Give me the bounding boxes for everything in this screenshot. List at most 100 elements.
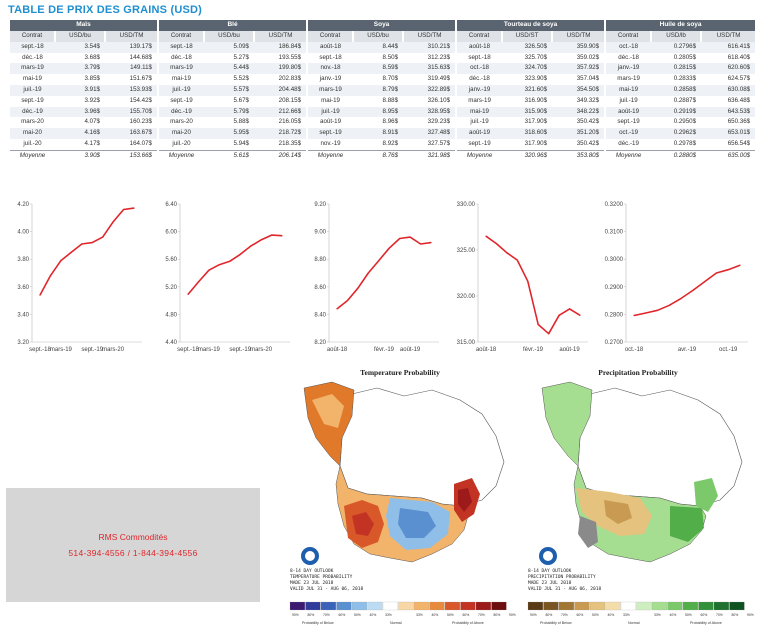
x-tick-label: oct.-18	[625, 347, 644, 353]
data-point	[70, 251, 72, 253]
table-cell: juil.-20	[8, 138, 55, 151]
data-point	[409, 236, 411, 238]
table-cell: 324.70$	[502, 63, 553, 75]
temp-legend-scale-label: 90%	[292, 613, 299, 617]
data-point	[739, 264, 741, 266]
precip-legend-swatch	[651, 601, 667, 611]
column-header-row: Contrat USD/bu USD/TM Contrat USD/bu USD/TM Co…	[8, 31, 756, 42]
precip-map-caption: 8-14 DAY OUTLOOK PRECIPITATION PROBABILI…	[528, 568, 601, 592]
table-cell: juil.-19	[455, 117, 503, 129]
y-tick-label: 5.60	[165, 257, 177, 263]
y-tick-label: 3.20	[17, 340, 29, 346]
table-cell: 202.83$	[278, 75, 302, 83]
table-cell: 153.93$	[105, 84, 158, 96]
table-cell: 351.20$	[552, 128, 606, 139]
table-cell: janv.-19	[306, 74, 354, 85]
table-cell: 4.07$	[84, 118, 100, 126]
table-cell: déc.-19	[8, 106, 55, 118]
table-cell: 163.67$	[105, 128, 158, 139]
y-tick-label: 0.2800	[605, 312, 624, 318]
data-point	[548, 333, 550, 335]
table-cell: déc.-19	[604, 138, 652, 151]
temp-legend-swatch	[475, 601, 491, 611]
chart-huile: 0.32000.31000.30000.29000.28000.2700oct.…	[605, 202, 748, 353]
data-point	[133, 207, 135, 209]
data-point	[281, 235, 283, 237]
precip-legend-swatch	[605, 601, 621, 611]
precip-legend-scale-label: 80%	[546, 613, 553, 617]
column-header: USD/TM	[700, 31, 756, 42]
table-cell: 320.96$	[502, 149, 553, 162]
table-cell: 3.79$	[55, 63, 105, 75]
precip-legend-swatch	[698, 601, 714, 611]
y-tick-label: 6.00	[165, 230, 177, 236]
column-header: Contrat	[157, 31, 204, 42]
table-cell: 620.60$	[701, 63, 756, 75]
table-cell: mars-20	[8, 117, 55, 129]
table-cell: 5.79$	[204, 106, 254, 118]
x-tick-label: mars-20	[102, 347, 125, 353]
table-cell: mars-19	[306, 84, 354, 96]
table-cell: juil.-19	[157, 84, 204, 96]
table-cell: 350.42$	[576, 118, 600, 126]
table-cell: 354.50$	[552, 84, 606, 96]
table-cell: 3.92$	[84, 96, 100, 104]
table-cell: 616.41$	[701, 41, 756, 53]
table-cell: 212.66$	[254, 106, 308, 118]
table-cell: Moyenne	[455, 149, 503, 162]
temp-legend-scale-label: 80%	[308, 613, 315, 617]
y-tick-label: 0.3000	[605, 257, 624, 263]
data-point	[656, 309, 659, 311]
y-tick-label: 8.80	[314, 257, 326, 263]
temp-legend-swatch	[351, 601, 367, 611]
column-header: USD/bu	[352, 31, 404, 42]
series-line	[39, 207, 135, 296]
temp-legend-swatch	[491, 601, 507, 611]
precip-legend-swatch	[543, 601, 559, 611]
table-cell: 8.70$	[382, 75, 399, 83]
table-cell: déc.-18	[157, 52, 204, 64]
temp-legend-left-label: Probability of Below	[302, 621, 334, 625]
table-cell: 321.60$	[502, 84, 553, 96]
temp-legend-swatch	[320, 601, 336, 611]
temperature-map: Temperature Probability 8-14 DAY OUTLOOK…	[282, 366, 518, 625]
table-cell: mai-19	[306, 95, 354, 107]
table-cell: 0.2962$	[651, 128, 702, 139]
table-cell: 8.91$	[353, 128, 404, 139]
table-cell: 0.2978$	[673, 139, 697, 147]
y-tick-label: 320.00	[457, 294, 476, 300]
table-cell: 643.53$	[701, 106, 756, 118]
table-cell: 8.92$	[382, 139, 399, 147]
table-cell: 357.92$	[552, 63, 606, 75]
temp-legend-swatch	[289, 601, 305, 611]
table-cell: 319.49$	[427, 75, 451, 83]
table-cell: juil.-19	[306, 106, 354, 118]
temp-map-caption: 8-14 DAY OUTLOOK TEMPERATURE PROBABILITY…	[290, 568, 363, 592]
y-tick-label: 0.2900	[605, 285, 624, 291]
table-cell: 4.17$	[84, 139, 100, 147]
data-point	[81, 243, 83, 245]
table-cell: 139.17$	[105, 41, 158, 53]
table-cell: oct.-18	[455, 63, 503, 75]
data-point	[367, 272, 369, 274]
table-cell: août-18	[306, 41, 354, 53]
table-cell: oct.-18	[604, 41, 652, 53]
table-cell: 636.48$	[727, 96, 751, 104]
x-tick-label: août-18	[327, 347, 348, 353]
y-tick-label: 8.40	[314, 312, 326, 318]
table-cell: déc.-19	[157, 106, 204, 118]
table-row: déc.-18 3.68$ 144.68$ déc.-18 5.27$ 193.55$ se…	[8, 52, 755, 64]
table-cell: 357.04$	[576, 75, 600, 83]
temp-legend-swatch	[336, 601, 352, 611]
table-row: sept.-19 3.92$ 154.42$ sept.-19 5.67$ 208.15$…	[8, 95, 755, 107]
table-cell: août-19	[455, 128, 503, 139]
precip-legend-swatch	[682, 601, 698, 611]
data-point	[715, 272, 718, 274]
table-cell: août-19	[604, 106, 652, 118]
table-cell: 3.68$	[84, 53, 100, 61]
temp-legend-scale-label: 50%	[447, 613, 454, 617]
data-point	[60, 259, 62, 262]
data-point	[218, 264, 220, 266]
table-cell: 154.42$	[129, 96, 152, 104]
